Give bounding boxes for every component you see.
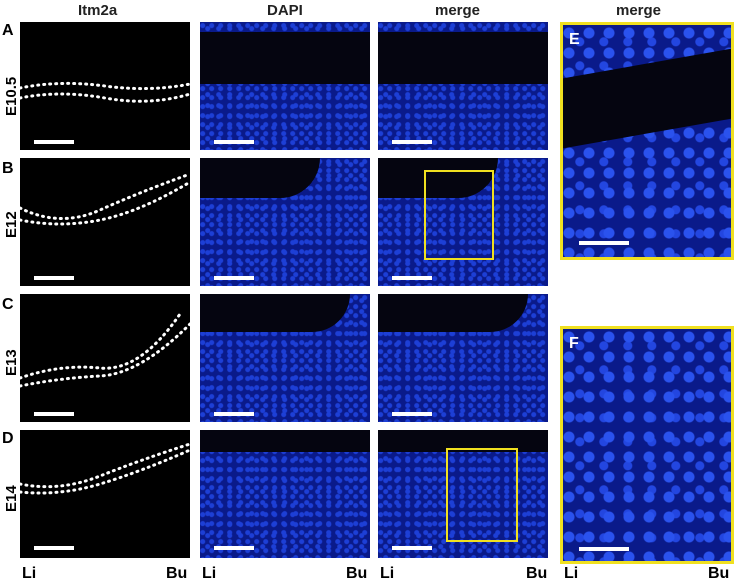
panel-b-dapi [200, 158, 370, 286]
panel-d-merge [378, 430, 548, 558]
panel-b-merge [378, 158, 548, 286]
row-label-d: D [2, 430, 14, 447]
row-label-b: B [2, 160, 14, 177]
header-dapi: DAPI [267, 2, 303, 19]
axis-left-col1: Li [22, 565, 37, 582]
scale-bar [34, 412, 74, 416]
axis-left-col2: Li [202, 565, 217, 582]
scale-bar [392, 276, 432, 280]
header-merge-side: merge [616, 2, 662, 19]
dotted-outline [20, 442, 190, 495]
scale-bar [214, 412, 254, 416]
header-itm2a: Itm2a [78, 2, 118, 19]
scale-bar [214, 546, 254, 550]
scale-bar [214, 140, 254, 144]
panel-d-itm2a [20, 430, 190, 558]
scale-bar [392, 412, 432, 416]
panel-a-merge [378, 22, 548, 150]
scale-bar [392, 140, 432, 144]
age-label-e10-5: E10.5 [3, 76, 20, 116]
axis-left-col4: Li [564, 565, 579, 582]
header-merge: merge [435, 2, 481, 19]
axis-right-col4: Bu [708, 565, 730, 582]
panel-b-itm2a [20, 158, 190, 286]
row-label-a: A [2, 22, 14, 39]
scale-bar [34, 546, 74, 550]
scale-bar [34, 276, 74, 280]
panel-f-merge-zoom: F [560, 326, 734, 564]
row-label-c: C [2, 296, 14, 313]
scale-bar [214, 276, 254, 280]
age-label-e13: E13 [3, 349, 20, 376]
scale-bar [579, 547, 629, 551]
zoom-box-e [424, 170, 494, 260]
panel-e-merge-zoom: E [560, 22, 734, 260]
axis-left-col3: Li [380, 565, 395, 582]
panel-d-dapi [200, 430, 370, 558]
panel-c-itm2a [20, 294, 190, 422]
axis-right-col2: Bu [346, 565, 368, 582]
panel-a-itm2a [20, 22, 190, 150]
dotted-outline [20, 81, 190, 103]
panel-label-f: F [569, 335, 579, 352]
dotted-outline [20, 172, 190, 226]
scale-bar [392, 546, 432, 550]
panel-c-merge [378, 294, 548, 422]
scale-bar [34, 140, 74, 144]
zoom-box-f [446, 448, 518, 542]
dotted-outline [20, 312, 190, 388]
axis-right-col3: Bu [526, 565, 548, 582]
age-label-e14: E14 [3, 485, 20, 512]
panel-a-dapi [200, 22, 370, 150]
panel-c-dapi [200, 294, 370, 422]
panel-label-e: E [569, 31, 580, 48]
age-label-e12: E12 [3, 211, 20, 238]
axis-right-col1: Bu [166, 565, 188, 582]
scale-bar [579, 241, 629, 245]
